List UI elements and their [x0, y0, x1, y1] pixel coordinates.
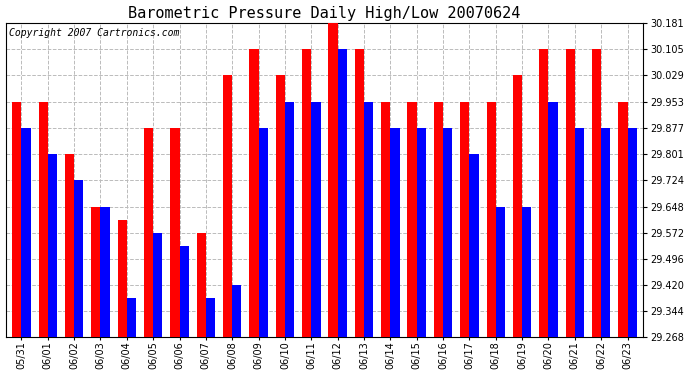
Bar — [549, 102, 558, 337]
Bar — [496, 207, 505, 337]
Bar — [540, 49, 549, 337]
Bar — [153, 232, 162, 337]
Bar — [592, 49, 601, 337]
Bar — [39, 102, 48, 337]
Bar — [117, 220, 127, 337]
Bar — [469, 154, 479, 337]
Bar — [127, 298, 136, 337]
Bar — [391, 128, 400, 337]
Bar — [101, 207, 110, 337]
Bar — [285, 102, 294, 337]
Text: Copyright 2007 Cartronics.com: Copyright 2007 Cartronics.com — [9, 28, 179, 38]
Bar — [206, 298, 215, 337]
Bar — [249, 49, 259, 337]
Bar — [628, 128, 637, 337]
Bar — [460, 102, 469, 337]
Bar — [179, 246, 189, 337]
Bar — [408, 102, 417, 337]
Bar — [259, 128, 268, 337]
Bar — [381, 102, 391, 337]
Bar — [48, 154, 57, 337]
Bar — [337, 49, 347, 337]
Bar — [513, 75, 522, 337]
Bar — [575, 128, 584, 337]
Bar — [355, 49, 364, 337]
Bar — [302, 49, 311, 337]
Bar — [328, 23, 337, 337]
Bar — [566, 49, 575, 337]
Bar — [197, 232, 206, 337]
Bar — [91, 207, 101, 337]
Bar — [417, 128, 426, 337]
Bar — [443, 128, 452, 337]
Bar — [170, 128, 179, 337]
Bar — [364, 102, 373, 337]
Bar — [144, 128, 153, 337]
Bar — [223, 75, 233, 337]
Bar — [434, 102, 443, 337]
Title: Barometric Pressure Daily High/Low 20070624: Barometric Pressure Daily High/Low 20070… — [128, 6, 521, 21]
Bar — [311, 102, 321, 337]
Bar — [601, 128, 611, 337]
Bar — [65, 154, 74, 337]
Bar — [12, 102, 21, 337]
Bar — [276, 75, 285, 337]
Bar — [21, 128, 30, 337]
Bar — [486, 102, 496, 337]
Bar — [522, 207, 531, 337]
Bar — [233, 285, 241, 337]
Bar — [618, 102, 628, 337]
Bar — [74, 180, 83, 337]
